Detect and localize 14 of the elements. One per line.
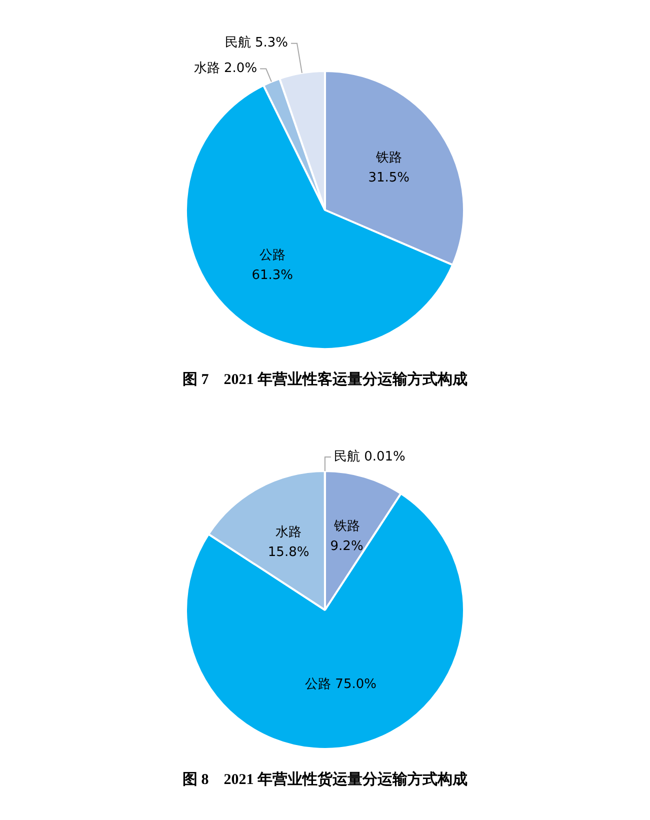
text: 图 8 2021 年营业性货运量分运输方式构成	[182, 770, 468, 790]
slice-label: 民航 0.01%	[334, 449, 406, 464]
data-label: 31.5%	[368, 170, 410, 186]
slice-label: 公路 75.0%	[305, 677, 376, 692]
text: 图 7 2021 年营业性客运量分运输方式构成	[182, 370, 468, 390]
slice-label: 铁路	[332, 519, 360, 534]
slice-label: 水路	[276, 525, 302, 540]
data-label: 61.3%	[252, 268, 294, 283]
slice-label: 公路	[259, 248, 286, 263]
slice-label: 铁路	[374, 150, 402, 166]
slice-label: 水路 2.0%	[194, 61, 258, 76]
data-label: 15.8%	[268, 545, 310, 560]
data-label: 9.2%	[330, 539, 364, 554]
slice-label: 民航 5.3%	[224, 36, 288, 51]
